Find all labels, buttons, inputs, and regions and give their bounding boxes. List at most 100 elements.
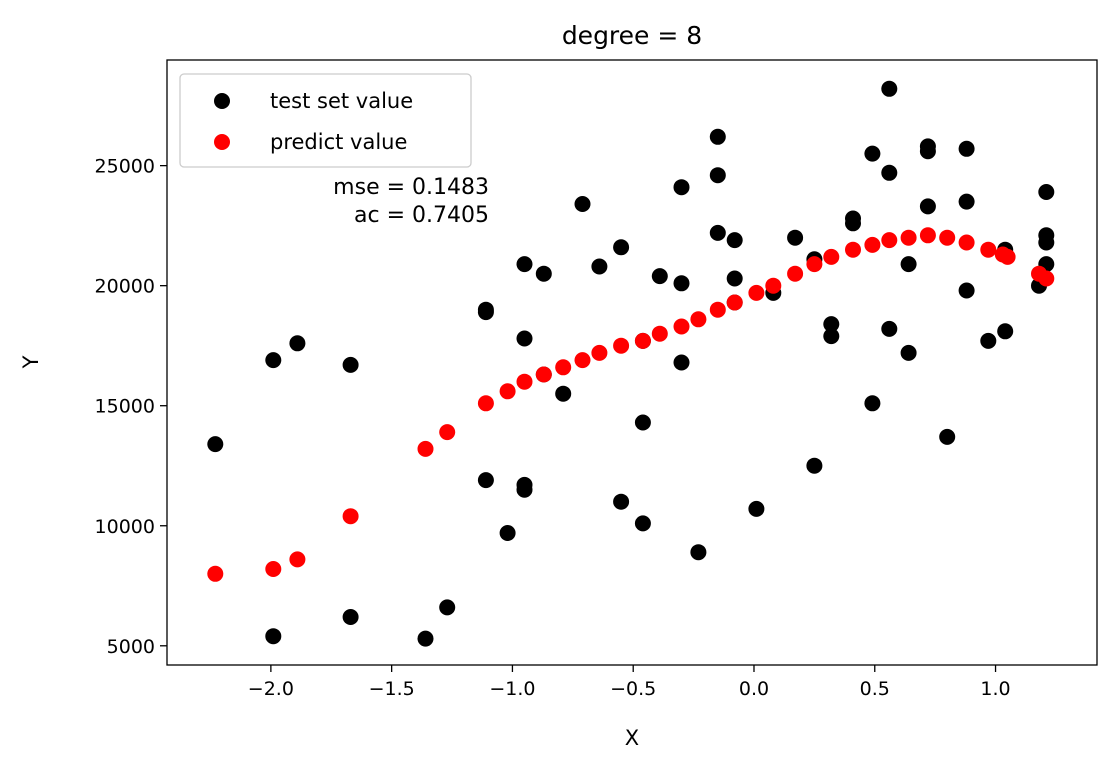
test-point-18 [555,385,572,402]
test-point-35 [726,270,743,287]
test-point-55 [919,198,936,215]
test-point-59 [958,282,975,299]
test-point-58 [958,193,975,210]
legend-marker-predict [214,134,230,150]
x-tick-label-5: 0.5 [860,678,890,700]
test-point-31 [709,128,726,145]
predict-point-4 [417,440,434,457]
test-point-15 [516,481,533,498]
predict-point-18 [709,301,726,318]
predict-point-11 [574,352,591,369]
predict-point-24 [823,248,840,265]
predict-point-23 [806,256,823,273]
predict-point-29 [919,227,936,244]
test-point-0 [207,436,224,453]
predict-point-20 [748,284,765,301]
predict-point-7 [499,383,516,400]
test-point-21 [613,239,630,256]
test-point-48 [881,80,898,97]
test-point-29 [673,354,690,371]
y-tick-label-0: 5000 [107,636,155,658]
predict-point-25 [845,241,861,258]
predict-point-3 [342,508,359,525]
test-point-28 [673,275,690,292]
test-point-10 [477,472,494,489]
y-tick-label-4: 25000 [95,156,155,178]
legend-box [179,73,472,168]
legend-label-predict: predict value [270,130,407,154]
predict-point-22 [787,265,804,282]
predict-point-36 [1038,270,1055,287]
test-point-52 [900,344,917,361]
test-point-27 [673,179,690,196]
legend-label-test: test set value [270,89,413,113]
predict-point-16 [673,318,690,335]
test-point-47 [864,395,881,412]
test-point-66 [1038,234,1055,251]
test-point-45 [845,215,861,232]
test-point-64 [1038,184,1055,200]
test-point-34 [726,232,743,249]
axis-ticks: −2.0 −1.5 −1.0 −0.5 0.0 0.5 1.0 5000 10000 15000 2… [95,156,1011,700]
predict-point-12 [591,344,608,361]
test-point-12 [516,256,533,273]
x-tick-label-1: −1.5 [369,678,415,700]
predict-point-28 [900,229,917,246]
y-tick-label-2: 15000 [95,396,155,418]
x-tick-label-3: −0.5 [610,678,656,700]
test-point-24 [634,515,651,532]
test-point-16 [535,265,552,282]
predict-point-6 [477,395,494,412]
x-tick-label-6: 1.0 [980,678,1010,700]
chart-title: degree = 8 [562,21,702,50]
predict-point-14 [634,332,651,349]
y-axis-label: Y [19,355,43,369]
test-point-57 [958,140,975,157]
mse-annotation: mse = 0.1483 [333,175,489,200]
test-point-42 [823,316,840,333]
ac-annotation: ac = 0.7405 [354,203,489,228]
test-point-2 [289,335,306,352]
test-point-39 [787,229,804,246]
test-point-7 [439,599,456,616]
test-point-4 [265,628,282,645]
legend: test set value predict value [179,73,472,168]
test-point-19 [574,196,591,212]
predict-point-0 [207,565,224,582]
legend-marker-test [214,93,230,109]
predict-point-26 [864,236,881,253]
test-point-26 [651,268,668,285]
predict-point-17 [690,311,707,328]
test-point-41 [806,457,823,474]
test-point-5 [342,609,359,625]
test-point-30 [690,544,707,561]
plot-markers [207,80,1055,647]
test-point-43 [823,328,840,345]
test-point-49 [881,164,898,181]
test-point-20 [591,258,608,275]
metrics-annotation: mse = 0.1483 ac = 0.7405 [333,175,489,228]
y-tick-label-1: 10000 [95,516,155,538]
test-point-46 [864,145,881,162]
test-point-62 [997,323,1014,340]
predict-point-13 [613,337,630,354]
test-point-54 [919,143,936,160]
test-point-11 [499,525,516,541]
test-point-50 [881,320,898,337]
predict-point-27 [881,232,898,249]
test-point-9 [477,304,494,321]
x-tick-label-2: −1.0 [489,678,535,700]
test-point-51 [900,256,917,273]
x-axis-label: X [625,726,639,750]
predict-point-1 [265,561,282,577]
predict-point-31 [958,234,975,251]
test-point-22 [613,493,630,510]
predict-point-5 [439,424,456,441]
predict-point-2 [289,551,306,568]
predict-point-10 [555,359,572,376]
test-point-33 [709,224,726,241]
x-tick-label-0: −2.0 [248,678,294,700]
test-point-60 [980,332,997,349]
test-point-13 [516,330,533,347]
